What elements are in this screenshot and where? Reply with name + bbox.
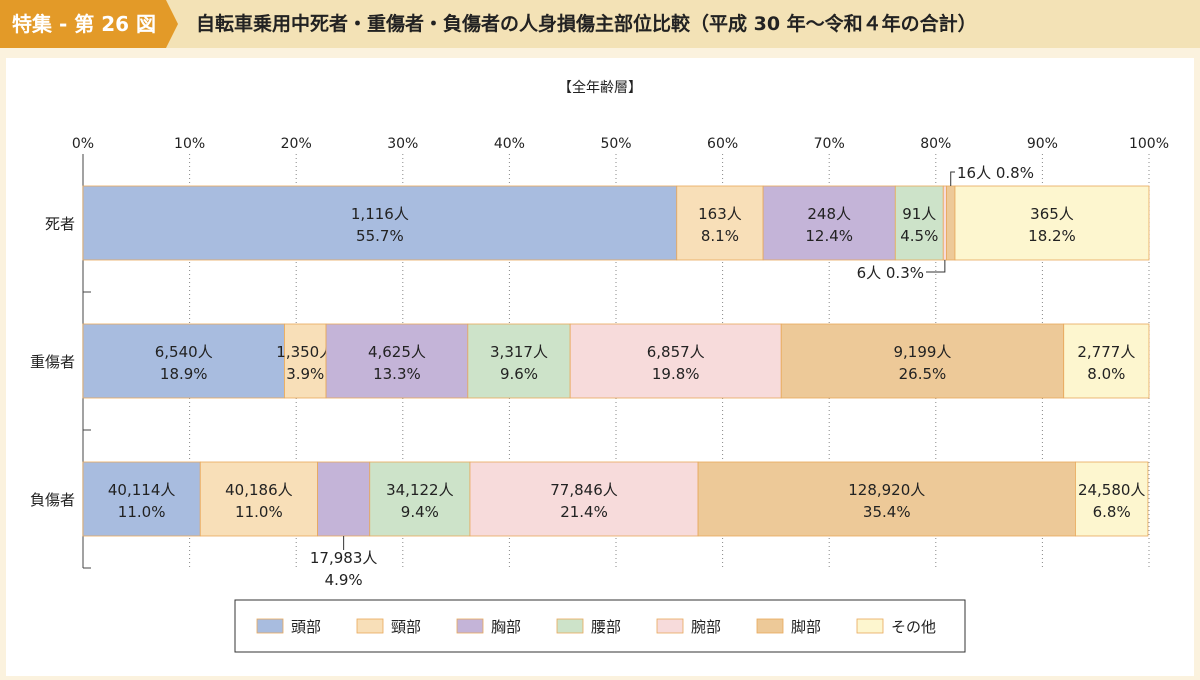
x-tick-label: 30% — [387, 136, 418, 152]
bar-percent-label: 13.3% — [373, 365, 421, 383]
bar-percent-label: 55.7% — [356, 227, 404, 245]
x-tick-label: 20% — [281, 136, 312, 152]
bar-count-label: 4,625人 — [368, 343, 426, 361]
figure-header: 特集 - 第 26 図 自転車乗用中死者・重傷者・負傷者の人身損傷主部位比較（平… — [0, 0, 1200, 48]
bar-count-label: 91人 — [902, 205, 936, 223]
bar-segment — [82, 323, 285, 399]
bar-segment — [284, 323, 327, 399]
bar-percent-label: 26.5% — [899, 365, 947, 383]
bar-percent-label: 9.6% — [500, 365, 538, 383]
legend-label: 脚部 — [791, 618, 821, 636]
bar-count-label: 6,857人 — [647, 343, 705, 361]
bar-count-label: 128,920人 — [848, 481, 925, 499]
bar-count-label: 163人 — [698, 205, 742, 223]
bar-count-label: 77,846人 — [550, 481, 618, 499]
bar-percent-label: 12.4% — [805, 227, 853, 245]
figure-title: 自転車乗用中死者・重傷者・負傷者の人身損傷主部位比較（平成 30 年〜令和４年の… — [196, 13, 977, 35]
legend-label: 腕部 — [691, 618, 721, 636]
bar-count-label: 40,186人 — [225, 481, 293, 499]
bar-segment — [317, 461, 371, 537]
category-label: 負傷者 — [30, 491, 75, 509]
legend-swatch — [556, 618, 584, 634]
category-label: 重傷者 — [30, 353, 75, 371]
legend-swatch — [356, 618, 384, 634]
bar-segment — [946, 185, 956, 261]
bar-percent-label: 9.4% — [401, 503, 439, 521]
bar-percent-label: 8.0% — [1087, 365, 1125, 383]
bar-percent-label: 3.9% — [286, 365, 324, 383]
bar-count-label: 34,122人 — [386, 481, 454, 499]
bar-segment — [369, 461, 471, 537]
bar-segment — [569, 323, 782, 399]
legend-swatch — [456, 618, 484, 634]
bar-percent-label: 11.0% — [235, 503, 283, 521]
callout-leader — [926, 260, 946, 273]
bar-percent-label: 21.4% — [560, 503, 608, 521]
bar-count-label: 248人 — [807, 205, 851, 223]
bar-segment — [676, 185, 764, 261]
bar-segment — [697, 461, 1076, 537]
legend-swatch — [656, 618, 684, 634]
bar-count-label: 40,114人 — [108, 481, 176, 499]
legend-swatch — [856, 618, 884, 634]
bar-segment — [894, 185, 944, 261]
callout-label: 6人 0.3% — [857, 264, 924, 282]
bar-count-label: 3,317人 — [490, 343, 548, 361]
legend-swatch — [756, 618, 784, 634]
x-tick-label: 100% — [1129, 136, 1169, 152]
x-tick-label: 50% — [600, 136, 631, 152]
bar-segment — [82, 461, 201, 537]
bar-percent-label: 35.4% — [863, 503, 911, 521]
bar-segment — [762, 185, 896, 261]
x-tick-label: 90% — [1027, 136, 1058, 152]
legend-label: 頸部 — [391, 618, 421, 636]
bar-percent-label: 8.1% — [701, 227, 739, 245]
bar-count-label: 2,777人 — [1077, 343, 1135, 361]
category-label: 死者 — [45, 215, 75, 233]
legend-swatch — [256, 618, 284, 634]
bar-segment — [467, 323, 571, 399]
bar-percent-label: 11.0% — [118, 503, 166, 521]
bar-segment — [780, 323, 1065, 399]
bar-count-label: 24,580人 — [1078, 481, 1146, 499]
legend-label: 腰部 — [591, 618, 621, 636]
bar-segment — [942, 185, 947, 261]
legend-label: 頭部 — [291, 618, 321, 636]
legend-label: 胸部 — [491, 618, 521, 636]
bar-percent-label: 18.2% — [1028, 227, 1076, 245]
callout-label: 16人 0.8% — [957, 164, 1034, 182]
figure-number-badge: 特集 - 第 26 図 — [0, 0, 178, 48]
callout-percent-label: 4.9% — [325, 571, 363, 589]
bar-segment — [82, 185, 678, 261]
bar-percent-label: 18.9% — [160, 365, 208, 383]
bar-count-label: 365人 — [1030, 205, 1074, 223]
bar-percent-label: 6.8% — [1093, 503, 1131, 521]
bar-count-label: 1,350人 — [276, 343, 334, 361]
callout-count-label: 17,983人 — [310, 549, 378, 567]
x-tick-label: 0% — [72, 136, 94, 152]
bar-segment — [1075, 461, 1149, 537]
x-tick-label: 70% — [814, 136, 845, 152]
callout-leader — [950, 171, 955, 186]
bar-segment — [954, 185, 1150, 261]
chart-subtitle: 【全年齢層】 — [558, 79, 642, 96]
bar-count-label: 9,199人 — [893, 343, 951, 361]
bar-count-label: 6,540人 — [155, 343, 213, 361]
bar-percent-label: 4.5% — [900, 227, 938, 245]
bar-segment — [469, 461, 699, 537]
legend-box — [234, 599, 966, 653]
bar-count-label: 1,116人 — [351, 205, 409, 223]
bar-segment — [1063, 323, 1150, 399]
x-tick-label: 80% — [920, 136, 951, 152]
x-tick-label: 10% — [174, 136, 205, 152]
bar-percent-label: 19.8% — [652, 365, 700, 383]
legend-label: その他 — [891, 618, 936, 636]
x-tick-label: 40% — [494, 136, 525, 152]
bar-segment — [199, 461, 318, 537]
x-tick-label: 60% — [707, 136, 738, 152]
bar-segment — [325, 323, 469, 399]
